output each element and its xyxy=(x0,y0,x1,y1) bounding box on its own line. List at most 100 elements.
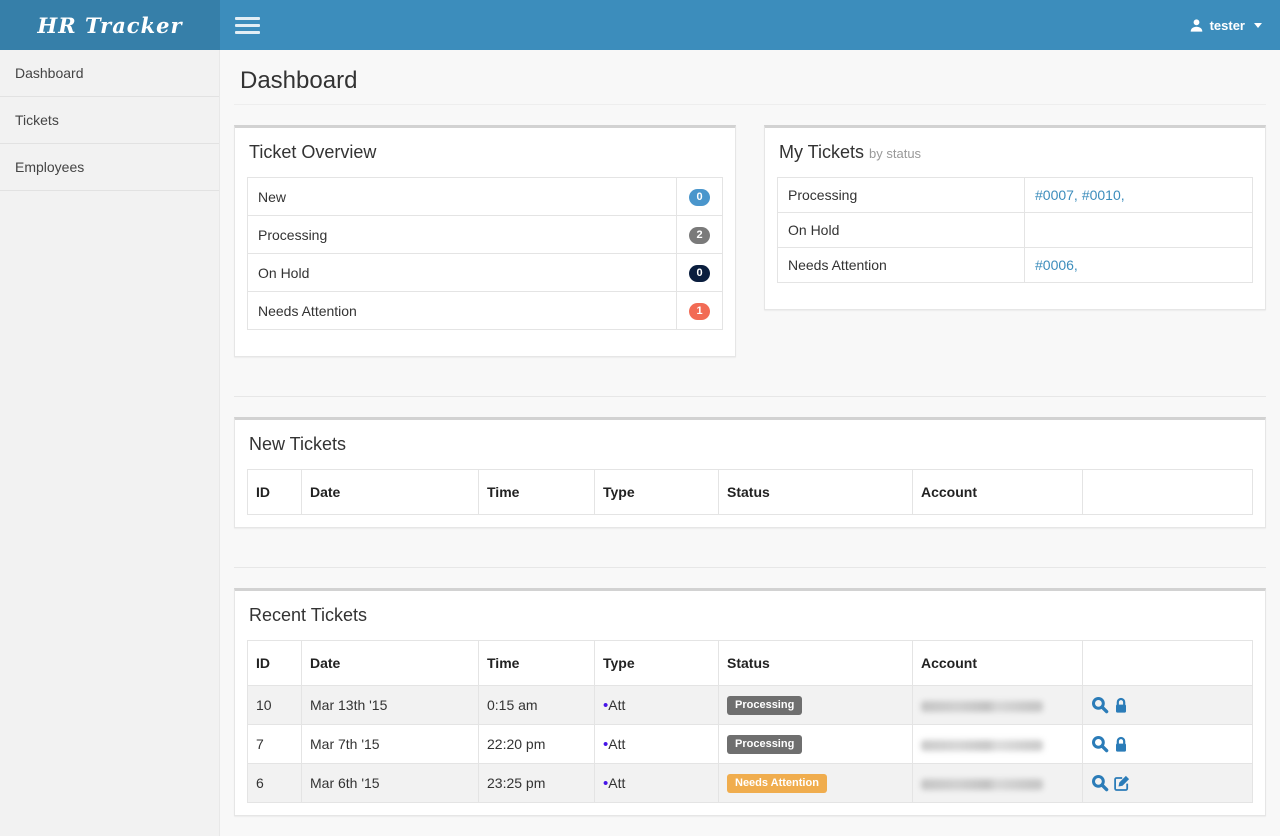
cell-actions xyxy=(1082,763,1253,803)
my-tickets-row-processing: Processing #0007, #0010, xyxy=(777,177,1253,213)
type-label: Att xyxy=(608,774,626,791)
edit-ticket-button[interactable] xyxy=(1113,774,1131,792)
user-name: tester xyxy=(1209,17,1245,33)
column-header-type: Type xyxy=(594,469,719,515)
new-tickets-panel: New Tickets ID Date Time Type Status Acc… xyxy=(234,417,1266,528)
count-badge-needs-attention: 1 xyxy=(689,303,710,320)
column-header-date: Date xyxy=(301,640,479,686)
count-badge-on-hold: 0 xyxy=(689,265,710,282)
cell-status: Needs Attention xyxy=(718,763,913,803)
overview-row-needs-attention: Needs Attention 1 xyxy=(247,291,723,330)
ticket-link[interactable]: #0006, xyxy=(1035,257,1078,273)
overview-row-processing: Processing 2 xyxy=(247,215,723,254)
table-row: 7 Mar 7th '15 22:20 pm •Att Processing xyxy=(247,724,1253,764)
my-tickets-title-text: My Tickets xyxy=(779,142,865,162)
cell-status: Processing xyxy=(718,724,913,764)
view-ticket-button[interactable] xyxy=(1091,696,1109,714)
column-header-time: Time xyxy=(478,640,595,686)
app-logo[interactable]: HR Tracker xyxy=(0,0,220,50)
recent-tickets-title: Recent Tickets xyxy=(249,605,368,625)
table-row: 6 Mar 6th '15 23:25 pm •Att Needs Attent… xyxy=(247,763,1253,803)
column-header-actions xyxy=(1082,640,1253,686)
overview-row-new: New 0 xyxy=(247,177,723,216)
view-ticket-button[interactable] xyxy=(1091,735,1109,753)
table-header-row: ID Date Time Type Status Account xyxy=(247,469,1253,515)
ticket-link[interactable]: #0010, xyxy=(1081,187,1125,203)
cell-actions xyxy=(1082,724,1253,764)
overview-row-on-hold: On Hold 0 xyxy=(247,253,723,292)
section-divider xyxy=(234,396,1266,397)
column-header-status: Status xyxy=(718,469,913,515)
main-content: Dashboard Ticket Overview New 0 Processi… xyxy=(220,50,1280,836)
my-tickets-table: Processing #0007, #0010, On Hold Needs At… xyxy=(777,177,1253,283)
sidebar-item-dashboard[interactable]: Dashboard xyxy=(0,50,219,97)
cell-id: 6 xyxy=(247,763,302,803)
cell-date: Mar 13th '15 xyxy=(301,685,479,725)
cell-type: •Att xyxy=(594,763,719,803)
overview-panels-row: Ticket Overview New 0 Processing 2 On Ho… xyxy=(234,125,1266,357)
status-badge: Processing xyxy=(727,696,803,715)
navbar: tester xyxy=(220,0,1280,50)
sidebar-toggle-button[interactable] xyxy=(220,3,275,48)
cell-time: 0:15 am xyxy=(478,685,595,725)
status-badge: Needs Attention xyxy=(727,774,827,793)
my-tickets-row-on-hold: On Hold xyxy=(777,212,1253,248)
sidebar-item-employees[interactable]: Employees xyxy=(0,144,219,191)
cell-actions xyxy=(1082,685,1253,725)
cell-type: •Att xyxy=(594,685,719,725)
cell-time: 23:25 pm xyxy=(478,763,595,803)
count-badge-new: 0 xyxy=(689,189,710,206)
column-header-id: ID xyxy=(247,640,302,686)
my-tickets-values: #0006, xyxy=(1024,247,1253,283)
cell-account xyxy=(912,724,1083,764)
column-header-type: Type xyxy=(594,640,719,686)
account-value-redacted xyxy=(921,739,1043,751)
my-tickets-title: My Tickets by status xyxy=(779,142,1251,163)
status-badge: Processing xyxy=(727,735,803,754)
top-bar: HR Tracker tester xyxy=(0,0,1280,50)
ticket-overview-panel: Ticket Overview New 0 Processing 2 On Ho… xyxy=(234,125,736,357)
lock-icon xyxy=(1116,736,1126,752)
column-header-time: Time xyxy=(478,469,595,515)
my-tickets-values: #0007, #0010, xyxy=(1024,177,1253,213)
ticket-overview-table: New 0 Processing 2 On Hold 0 Needs Att xyxy=(247,177,723,330)
sidebar: Dashboard Tickets Employees xyxy=(0,50,220,836)
hamburger-icon xyxy=(235,23,260,27)
account-value-redacted xyxy=(921,778,1043,790)
cell-account xyxy=(912,763,1083,803)
ticket-link[interactable]: #0007, xyxy=(1035,187,1078,203)
lock-ticket-button[interactable] xyxy=(1113,736,1129,753)
user-icon xyxy=(1190,18,1202,32)
my-tickets-label: Processing xyxy=(777,177,1025,213)
column-header-account: Account xyxy=(912,640,1083,686)
my-tickets-row-needs-attention: Needs Attention #0006, xyxy=(777,247,1253,283)
type-label: Att xyxy=(608,735,626,752)
overview-label: Processing xyxy=(247,215,677,254)
edit-icon xyxy=(1114,775,1130,791)
lock-ticket-button[interactable] xyxy=(1113,697,1129,714)
type-color-dot: • xyxy=(603,774,609,792)
chevron-down-icon xyxy=(1254,22,1262,28)
column-header-account: Account xyxy=(912,469,1083,515)
page-title: Dashboard xyxy=(240,67,358,94)
type-label: Att xyxy=(608,696,626,713)
user-dropdown[interactable]: tester xyxy=(1171,0,1280,50)
new-tickets-title: New Tickets xyxy=(249,434,347,454)
recent-tickets-panel: Recent Tickets ID Date Time Type Status … xyxy=(234,588,1266,816)
cell-account xyxy=(912,685,1083,725)
cell-date: Mar 7th '15 xyxy=(301,724,479,764)
section-divider xyxy=(234,567,1266,568)
new-tickets-table: ID Date Time Type Status Account xyxy=(247,469,1253,515)
hamburger-icon xyxy=(235,16,260,20)
cell-time: 22:20 pm xyxy=(478,724,595,764)
account-value-redacted xyxy=(921,700,1043,712)
sidebar-item-tickets[interactable]: Tickets xyxy=(0,97,219,144)
hamburger-icon xyxy=(235,30,260,34)
my-tickets-subtitle: by status xyxy=(869,146,922,161)
view-ticket-button[interactable] xyxy=(1091,774,1109,792)
overview-label: Needs Attention xyxy=(247,291,677,330)
cell-id: 7 xyxy=(247,724,302,764)
ticket-overview-title: Ticket Overview xyxy=(249,142,377,162)
my-tickets-panel: My Tickets by status Processing #0007, #0… xyxy=(764,125,1266,310)
my-tickets-label: On Hold xyxy=(777,212,1025,248)
